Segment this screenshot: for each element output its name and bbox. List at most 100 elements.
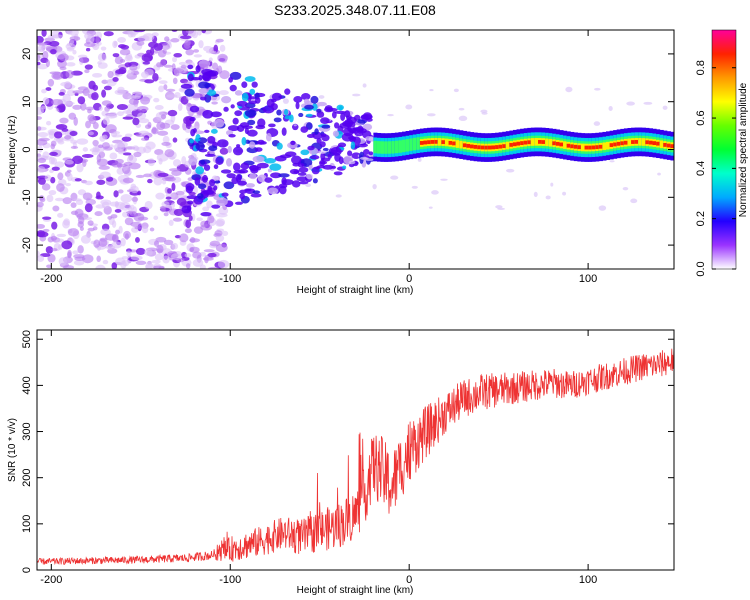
spectrogram-cell bbox=[121, 136, 132, 142]
spectrogram-cell bbox=[266, 98, 275, 108]
spectrogram-signal-cell bbox=[416, 137, 421, 150]
spectrogram-signal-cell bbox=[441, 140, 446, 145]
spectrogram-cell bbox=[506, 168, 515, 173]
colorbar-tick-label: 0.6 bbox=[695, 110, 707, 125]
spectrogram-cell bbox=[133, 151, 142, 158]
spectrogram-signal-cell bbox=[580, 143, 586, 152]
spectrogram-signal-cell bbox=[641, 138, 646, 146]
spectrogram-cell bbox=[298, 112, 304, 118]
spectrogram-xtick-label: -200 bbox=[40, 273, 62, 285]
spectrogram-cell bbox=[46, 264, 52, 269]
spectrogram-cell bbox=[41, 88, 47, 94]
spectrogram-cell bbox=[195, 166, 205, 175]
spectrogram-signal-cell bbox=[652, 141, 657, 146]
spectrogram-cell bbox=[172, 217, 183, 222]
spectrogram-cell bbox=[194, 138, 201, 142]
spectrogram-cell bbox=[92, 72, 103, 78]
spectrogram-cell bbox=[284, 88, 291, 95]
spectrogram-cell bbox=[165, 176, 176, 182]
spectrogram-cell bbox=[202, 109, 214, 119]
spectrogram-cell bbox=[226, 173, 236, 179]
spectrogram-cell bbox=[162, 255, 170, 264]
spectrogram-cell bbox=[192, 251, 202, 259]
spectrogram-cell bbox=[429, 89, 434, 92]
spectrogram-cell bbox=[101, 100, 112, 106]
spectrogram-cell bbox=[178, 61, 187, 66]
spectrogram-cell bbox=[299, 180, 309, 185]
spectrogram-signal-cell bbox=[563, 141, 568, 149]
spectrogram-cell bbox=[198, 81, 210, 89]
spectrogram-signal-cell bbox=[423, 140, 428, 145]
spectrogram-cell bbox=[212, 62, 219, 71]
spectrogram-cell bbox=[117, 86, 125, 92]
spectrogram-cell bbox=[533, 191, 538, 198]
spectrogram-signal-cell bbox=[470, 144, 475, 149]
spectrogram-cell bbox=[198, 88, 209, 94]
snr-series-line bbox=[37, 346, 674, 566]
spectrogram-cell bbox=[319, 141, 326, 148]
spectrogram-cell bbox=[197, 193, 204, 199]
spectrogram-cell bbox=[239, 193, 246, 200]
spectrogram-cell bbox=[254, 97, 261, 104]
spectrogram-signal-cell bbox=[380, 141, 385, 154]
spectrogram-cell bbox=[84, 180, 93, 186]
spectrogram-signal-cell bbox=[659, 140, 664, 149]
spectrogram-signal-cell bbox=[573, 144, 578, 149]
spectrogram-cell bbox=[276, 109, 282, 116]
spectrogram-cell bbox=[301, 93, 311, 101]
spectrogram-cell bbox=[42, 97, 50, 105]
spectrogram-cell bbox=[122, 165, 131, 175]
spectrogram-cell bbox=[213, 44, 219, 53]
spectrogram-cell bbox=[144, 68, 154, 77]
spectrogram-cell bbox=[122, 116, 134, 120]
spectrogram-signal-cell bbox=[631, 140, 636, 144]
spectrogram-signal-cell bbox=[384, 141, 389, 154]
spectrogram-cell bbox=[185, 49, 194, 56]
spectrogram-signal-cell bbox=[473, 144, 478, 149]
spectrogram-signal-cell bbox=[480, 145, 485, 150]
spectrogram-cell bbox=[73, 198, 82, 202]
spectrogram-cell bbox=[227, 125, 240, 132]
spectrogram-cell bbox=[330, 146, 342, 156]
spectrogram-cell bbox=[219, 70, 230, 80]
spectrogram-cell bbox=[54, 161, 65, 168]
spectrogram-cell bbox=[67, 249, 72, 258]
spectrogram-cell bbox=[134, 93, 142, 98]
spectrogram-cell bbox=[142, 61, 151, 65]
spectrogram-cell bbox=[188, 156, 198, 166]
spectrogram-cell bbox=[37, 106, 45, 115]
spectrogram-cell bbox=[55, 238, 65, 243]
spectrogram-cell bbox=[304, 104, 314, 110]
spectrogram-cell bbox=[193, 54, 203, 58]
spectrogram-cell bbox=[47, 34, 55, 39]
spectrogram-cell bbox=[310, 95, 319, 104]
spectrogram-cell bbox=[85, 106, 95, 111]
spectrogram-cell bbox=[95, 264, 106, 269]
spectrogram-signal-cell bbox=[648, 140, 654, 145]
spectrogram-cell bbox=[202, 189, 215, 195]
spectrogram-signal-cell bbox=[584, 145, 589, 150]
spectrogram-cell bbox=[175, 190, 185, 196]
spectrogram-signal-cell bbox=[627, 138, 632, 147]
spectrogram-cell bbox=[200, 212, 212, 217]
spectrogram-cell bbox=[203, 45, 213, 52]
spectrogram-cell bbox=[37, 139, 48, 146]
spectrogram-signal-cell bbox=[412, 137, 417, 151]
spectrogram-cell bbox=[147, 158, 156, 167]
spectrogram-signal-cell bbox=[495, 145, 500, 149]
spectrogram-cell bbox=[159, 206, 166, 210]
spectrogram-cell bbox=[351, 93, 361, 97]
spectrogram-cell bbox=[37, 63, 49, 70]
spectrogram-cell bbox=[356, 125, 364, 135]
spectrogram-cell bbox=[171, 182, 176, 192]
spectrogram-cell bbox=[234, 90, 243, 96]
spectrogram-cell bbox=[229, 84, 237, 92]
spectrogram-cell bbox=[390, 175, 399, 180]
spectrogram-signal-cell bbox=[502, 144, 507, 149]
spectrogram-cell bbox=[215, 218, 226, 227]
spectrogram-cell bbox=[187, 64, 194, 70]
spectrogram-cell bbox=[94, 211, 103, 217]
spectrogram-cell bbox=[214, 230, 223, 237]
spectrogram-cell bbox=[318, 95, 325, 99]
spectrogram-cell bbox=[70, 145, 79, 149]
